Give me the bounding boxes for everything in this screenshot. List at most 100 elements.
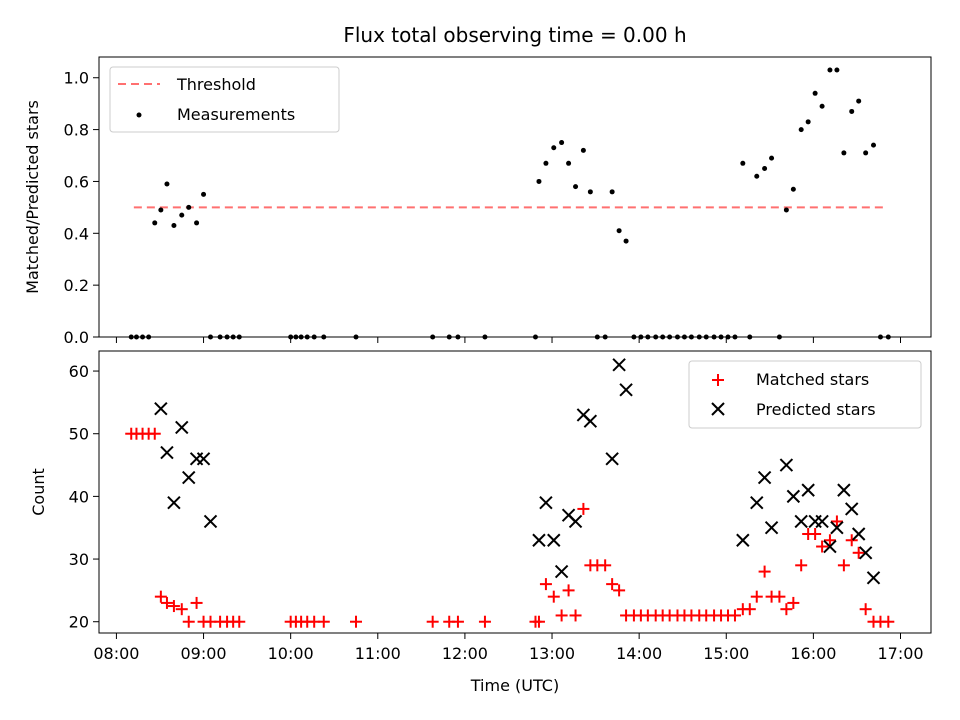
measurement-point: [790, 186, 796, 192]
x-tick-label: 10:00: [268, 644, 314, 663]
measurement-point: [573, 184, 579, 190]
matched-star-point: [160, 596, 173, 609]
measurement-point: [609, 189, 615, 195]
predicted-star-point: [779, 458, 794, 472]
predicted-stars-legend-icon: [711, 402, 725, 416]
bottom-legend-box: [688, 360, 922, 429]
matched-star-point: [547, 590, 560, 603]
matched-star-point: [613, 584, 626, 597]
predicted-star-point: [815, 514, 829, 529]
matched-star-point: [882, 615, 895, 628]
top-y-tick-label: 0.6: [64, 172, 89, 191]
predicted-star-point: [182, 470, 196, 485]
measurement-point: [587, 189, 593, 195]
x-axis-label: Time (UTC): [470, 676, 559, 695]
matched-star-point: [317, 615, 330, 628]
predicted-star-point: [801, 483, 815, 497]
measurement-point: [849, 108, 855, 114]
predicted-stars-points: [154, 358, 881, 585]
bottom-legend: Matched stars Predicted stars: [688, 360, 922, 429]
predicted-star-point: [830, 521, 844, 535]
bottom-axes: 20 30 40 50 60 08:00 09:00 10:00 11:00 12:00 13:0…: [29, 350, 932, 695]
x-tick-label: 09:00: [180, 644, 226, 663]
x-tick-label: 17:00: [877, 644, 923, 663]
predicted-star-point: [858, 546, 873, 560]
measurement-point: [863, 150, 869, 156]
matched-star-point: [606, 578, 619, 591]
matched-star-point: [816, 540, 829, 553]
predicted-star-point: [203, 514, 218, 529]
matched-star-point: [830, 515, 843, 528]
x-tick-label: 16:00: [790, 644, 836, 663]
predicted-star-point: [823, 539, 837, 554]
predicted-star-point: [167, 495, 181, 510]
predicted-star-point: [154, 401, 168, 416]
top-legend: Threshold Measurements: [109, 66, 340, 133]
top-y-tick-label: 0.4: [64, 224, 89, 243]
predicted-star-point: [837, 483, 851, 497]
predicted-star-point: [619, 383, 633, 397]
bottom-y-ticks: 20 30 40 50 60: [69, 362, 99, 632]
chart-title: Flux total observing time = 0.00 h: [343, 23, 686, 47]
matched-star-point: [532, 615, 545, 628]
measurements-legend-icon: [136, 112, 142, 118]
bottom-axes-frame: [98, 350, 932, 634]
x-tick-label: 14:00: [616, 644, 662, 663]
matched-star-point: [539, 578, 552, 591]
predicted-star-point: [851, 527, 866, 541]
matched-star-point: [451, 615, 464, 628]
predicted-star-point: [794, 514, 808, 529]
matched-star-point: [728, 609, 741, 622]
matched-star-point: [154, 590, 167, 603]
top-y-axis-label: Matched/Predicted stars: [23, 100, 42, 294]
bottom-y-tick-label: 50: [69, 425, 89, 444]
measurement-point: [841, 150, 847, 156]
top-y-tick-label: 0.0: [64, 328, 89, 347]
matched-star-point: [743, 603, 756, 616]
matched-star-point: [233, 615, 246, 628]
x-tick-label: 15:00: [703, 644, 749, 663]
matched-star-point: [859, 603, 872, 616]
matched-star-point: [350, 615, 363, 628]
predicted-star-point: [547, 533, 561, 547]
measurement-point: [152, 220, 158, 226]
matched-star-point: [190, 596, 203, 609]
measurement-point: [164, 181, 170, 187]
top-y-tick-label: 0.2: [64, 276, 89, 295]
matched-star-point: [148, 427, 161, 440]
matched-star-point: [787, 596, 800, 609]
x-tick-label: 12:00: [442, 644, 488, 663]
measurement-point: [856, 98, 862, 104]
measurement-point: [543, 160, 549, 166]
predicted-star-point: [532, 533, 546, 547]
matched-star-point: [795, 559, 808, 572]
matched-star-point: [569, 609, 582, 622]
matched-star-point: [750, 590, 763, 603]
measurement-point: [559, 140, 565, 146]
measurement-point: [194, 220, 200, 226]
matched-star-point: [577, 502, 590, 515]
top-axes: 0.0 0.2 0.4 0.6 0.8 1.0 Matched/Predicted sta…: [23, 56, 932, 347]
top-y-tick-label: 0.8: [64, 121, 89, 140]
matched-star-point: [555, 609, 568, 622]
bottom-y-tick-label: 40: [69, 487, 89, 506]
measurement-point: [783, 207, 789, 213]
matched-stars-legend-label: Matched stars: [756, 370, 869, 389]
predicted-star-point: [175, 420, 189, 435]
measurement-point: [536, 178, 542, 184]
top-axes-frame: [98, 56, 932, 338]
measurement-point: [805, 119, 811, 125]
measurement-point: [171, 223, 177, 229]
matched-star-point: [773, 590, 786, 603]
bottom-y-tick-label: 30: [69, 550, 89, 569]
matched-star-point: [780, 603, 793, 616]
measurement-point: [740, 160, 746, 166]
predicted-star-point: [612, 358, 626, 372]
predicted-star-point: [786, 489, 801, 504]
predicted-star-point: [539, 495, 553, 510]
predicted-stars-legend-label: Predicted stars: [756, 400, 876, 419]
matched-star-point: [182, 615, 195, 628]
matched-star-point: [562, 584, 575, 597]
threshold-legend-label: Threshold: [176, 75, 256, 94]
